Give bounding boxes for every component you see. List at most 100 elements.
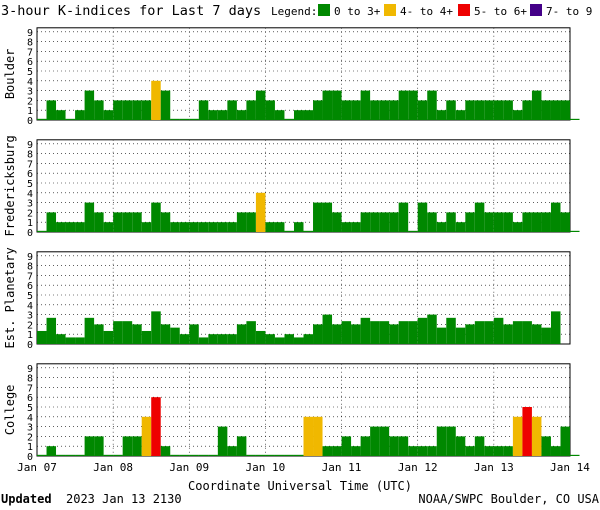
y-tick-label: 7 (27, 47, 33, 58)
k-index-bar (351, 446, 361, 456)
k-index-bar (217, 110, 228, 120)
k-index-bar (103, 454, 114, 456)
k-index-bar (512, 222, 523, 232)
k-index-bar (389, 100, 399, 120)
k-index-bar (227, 100, 237, 120)
k-index-bar (455, 222, 466, 232)
y-tick-label: 6 (27, 57, 33, 68)
k-index-bar (541, 436, 551, 456)
k-index-bar (446, 212, 456, 232)
k-index-bar (465, 446, 475, 456)
k-index-bar (560, 426, 570, 456)
k-index-bar (560, 100, 570, 120)
k-index-bar (436, 110, 447, 120)
k-index-bar (455, 110, 466, 120)
k-index-bar (360, 90, 371, 120)
k-index-bar (446, 100, 456, 120)
k-index-bar (246, 454, 256, 456)
y-tick-label: 7 (27, 159, 33, 170)
legend: Legend: 0 to 3+ 4- to 4+ 5- to 6+ 7- to 9 (271, 4, 592, 18)
k-index-bar (141, 416, 152, 456)
k-index-bar (151, 80, 161, 120)
x-tick-label: Jan 10 (246, 461, 286, 474)
y-tick-label: 8 (27, 262, 33, 273)
k-index-bar (94, 436, 104, 456)
y-tick-label: 9 (27, 140, 33, 151)
k-index-bar (512, 416, 523, 456)
x-tick-label: Jan 14 (550, 461, 590, 474)
k-index-bar (446, 317, 456, 344)
y-tick-label: 5 (27, 403, 33, 414)
x-axis: Jan 07 Jan 08 Jan 09 Jan 10 Jan 11 Jan 12 Jan … (17, 461, 590, 474)
legend-swatch (458, 4, 470, 16)
k-index-bar (75, 222, 85, 232)
y-tick-label: 2 (27, 96, 33, 107)
k-index-bar (484, 100, 494, 120)
k-index-bar (84, 436, 95, 456)
k-index-bar (522, 100, 532, 120)
k-index-bar (303, 416, 314, 456)
k-index-bar (379, 212, 390, 232)
k-index-bar (151, 397, 161, 456)
k-index-bar (236, 212, 247, 232)
k-index-bar (75, 110, 85, 120)
source-credit: NOAA/SWPC Boulder, CO USA (418, 492, 599, 506)
k-index-bar (113, 212, 123, 232)
k-index-bar (246, 321, 256, 344)
k-index-bar (522, 212, 532, 232)
y-tick-label: 4 (27, 189, 33, 200)
k-index-bar (265, 100, 275, 120)
k-index-bar (408, 446, 418, 456)
k-index-bar (293, 337, 304, 344)
y-tick-label: 0 (27, 116, 33, 127)
k-index-bar (75, 337, 85, 344)
k-index-bar (46, 317, 57, 344)
k-index-bar (236, 324, 247, 344)
k-index-bar (531, 324, 542, 344)
k-index-bar (341, 321, 352, 344)
k-index-bar (446, 426, 456, 456)
y-tick-label: 6 (27, 281, 33, 292)
k-index-bar (103, 222, 114, 232)
k-index-bar (56, 454, 66, 456)
k-index-bar (493, 446, 504, 456)
k-index-bar (132, 436, 142, 456)
y-tick-label: 9 (27, 252, 33, 263)
legend-title: Legend: (271, 5, 317, 18)
k-index-bar (198, 337, 209, 344)
k-index-bar (541, 327, 551, 344)
k-index-bar (37, 330, 47, 344)
y-tick-label: 6 (27, 169, 33, 180)
y-tick-label: 9 (27, 28, 33, 39)
panel-label: Fredericksburg (3, 135, 17, 236)
k-index-bar (160, 324, 171, 344)
k-index-bar (170, 222, 180, 232)
y-tick-label: 4 (27, 413, 33, 424)
k-index-bar (322, 202, 333, 232)
k-index-bar (56, 110, 66, 120)
k-index-bar (274, 222, 285, 232)
k-index-bar (46, 446, 57, 456)
k-index-bar (217, 334, 228, 344)
k-index-bar (179, 118, 190, 120)
x-tick-label: Jan 11 (322, 461, 362, 474)
k-index-bar (484, 446, 494, 456)
chart-title: 3-hour K-indices for Last 7 days (1, 3, 261, 19)
k-index-bar (198, 100, 209, 120)
k-index-bar (389, 212, 399, 232)
k-index-bar (313, 202, 323, 232)
k-index-bar (465, 100, 475, 120)
k-index-bar (417, 446, 428, 456)
k-index-bar (436, 426, 447, 456)
k-index-bar (484, 212, 494, 232)
k-index-bar (274, 110, 285, 120)
k-index-bar (313, 416, 323, 456)
k-index-bar (322, 90, 333, 120)
k-index-bar (550, 202, 561, 232)
k-index-bar (236, 110, 247, 120)
k-index-bar (246, 212, 256, 232)
k-index-bar (341, 222, 352, 232)
k-index-bar (160, 90, 171, 120)
